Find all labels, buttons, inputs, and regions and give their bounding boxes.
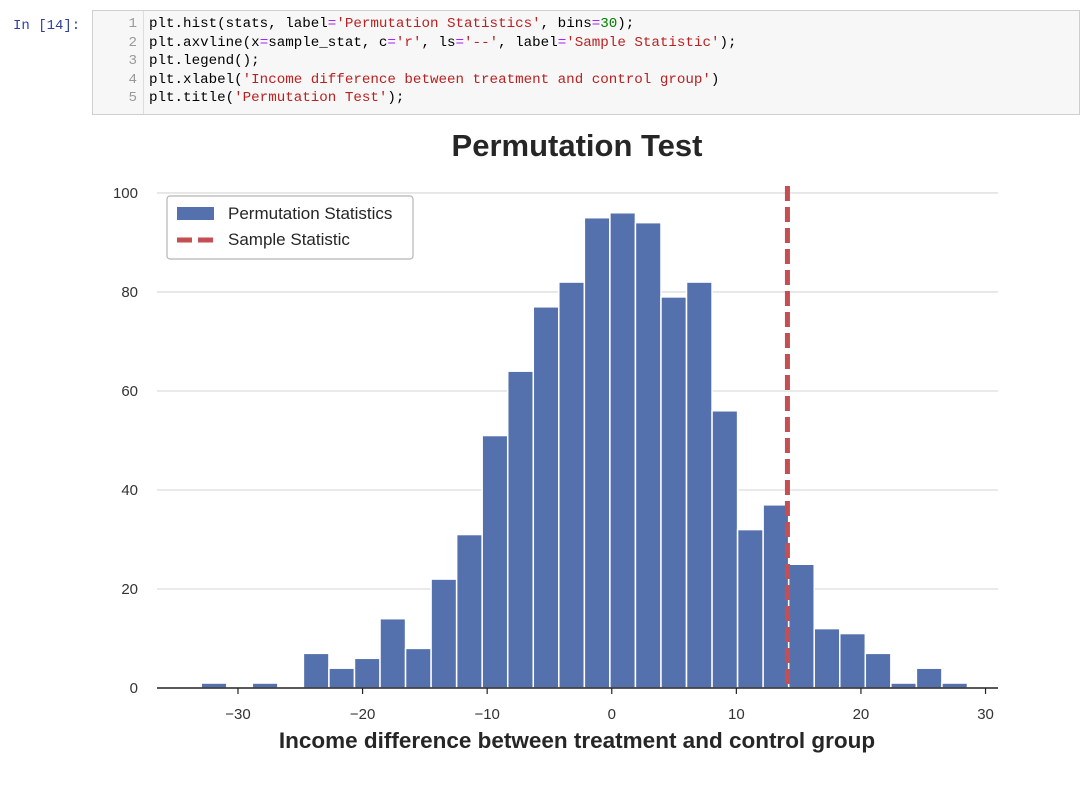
y-tick-label: 60	[121, 383, 138, 400]
code-token: 'r'	[395, 34, 422, 51]
histogram-bar	[532, 306, 560, 689]
x-tick-label: −20	[350, 706, 375, 723]
histogram-bar	[609, 212, 637, 689]
histogram-bar	[787, 563, 815, 689]
code-token: );	[719, 34, 737, 51]
x-tick-label: −30	[225, 706, 250, 723]
code-text: plt.hist(stats, label='Permutation Stati…	[149, 16, 634, 32]
x-tick-label: 0	[608, 706, 616, 723]
histogram-bar	[736, 528, 764, 689]
code-token: plt.title(	[149, 90, 235, 106]
code-token: =	[455, 34, 465, 51]
legend-label: Permutation Statistics	[228, 204, 392, 223]
code-text: plt.axvline(x=sample_stat, c='r', ls='--…	[149, 35, 737, 51]
legend-label: Sample Statistic	[228, 230, 350, 249]
code-token: 'Permutation Statistics'	[336, 16, 541, 32]
histogram-chart: −30 −20 −10 0 10 20 30 0 20 40 60 80 100 Permutation …	[113, 128, 998, 753]
code-token: , label	[498, 34, 558, 51]
histogram-bar	[711, 410, 739, 689]
legend-swatch-bars	[177, 207, 214, 220]
histogram-bar	[634, 221, 662, 689]
code-token: , ls	[421, 34, 456, 51]
histogram-bar	[455, 533, 483, 689]
histogram-bar	[353, 657, 381, 689]
code-token: =	[387, 34, 396, 51]
y-tick-label: 0	[130, 680, 138, 697]
legend-box	[166, 195, 414, 260]
histogram-bar	[583, 216, 611, 689]
code-token: plt.hist(stats, label	[149, 16, 328, 32]
code-token: )	[710, 71, 720, 88]
chart-title: Permutation Test	[452, 128, 703, 163]
line-number: 3	[128, 53, 137, 69]
histogram-bar	[506, 370, 535, 689]
code-token: 'Sample Statistic'	[566, 34, 720, 51]
code-token: plt.axvline(x	[149, 34, 260, 51]
line-number: 5	[128, 90, 137, 106]
line-number: 1	[128, 16, 137, 32]
code-token: 30	[600, 16, 618, 32]
y-tick-label: 40	[121, 482, 138, 499]
histogram-bar	[558, 281, 586, 689]
x-tick-label: 30	[977, 706, 994, 723]
histogram-bar	[302, 652, 330, 689]
code-token: '--'	[464, 34, 499, 51]
code-token: sample_stat, c	[268, 34, 388, 51]
code-text: plt.xlabel('Income difference between tr…	[149, 72, 719, 88]
x-axis-label: Income difference between treatment and …	[279, 728, 875, 753]
code-token: , bins	[540, 16, 592, 32]
histogram-bar	[660, 296, 688, 689]
code-token: plt.xlabel(	[149, 71, 243, 88]
y-tick-label: 20	[121, 581, 138, 598]
line-number: 2	[128, 34, 137, 51]
code-cell[interactable]: 1 plt.hist(stats, label='Permutation Stat…	[92, 10, 1080, 115]
code-token: );	[387, 90, 405, 106]
histogram-bar	[404, 647, 432, 689]
y-tick-label: 80	[121, 284, 138, 301]
x-tick-label: 10	[728, 706, 745, 723]
histogram-bar	[379, 617, 407, 689]
cell-prompt: In [14]:	[13, 18, 81, 34]
code-token: =	[557, 34, 567, 51]
line-number: 4	[128, 71, 137, 88]
x-tick-label: −10	[474, 706, 499, 723]
x-tick-label: 20	[853, 706, 870, 723]
code-token: );	[617, 16, 635, 32]
histogram-bar	[685, 281, 713, 689]
histogram-bar	[762, 504, 790, 689]
code-text: plt.title('Permutation Test');	[149, 90, 404, 106]
code-token: 'Income difference between treatment and…	[242, 71, 711, 88]
y-tick-label: 100	[113, 185, 138, 202]
code-token: plt.legend();	[149, 53, 260, 69]
histogram-bar	[481, 434, 509, 689]
histogram-bar	[839, 632, 867, 689]
histogram-bar	[813, 627, 841, 689]
histogram-bar	[864, 652, 892, 689]
code-token: =	[259, 34, 269, 51]
code-token: =	[327, 16, 337, 32]
line-number-gutter	[93, 11, 144, 114]
code-text: plt.legend();	[149, 53, 260, 69]
code-token: 'Permutation Test'	[234, 90, 388, 106]
histogram-bar	[328, 667, 356, 689]
histogram-bar	[915, 667, 943, 689]
code-token: =	[591, 16, 601, 32]
histogram-bar	[430, 578, 458, 689]
